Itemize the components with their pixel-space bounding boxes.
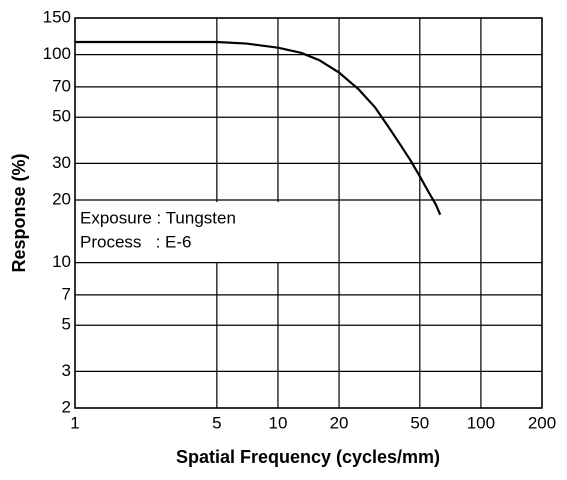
y-tick-label: 5 xyxy=(62,315,71,334)
x-tick-label: 20 xyxy=(330,413,349,432)
x-axis-label: Spatial Frequency (cycles/mm) xyxy=(176,447,440,467)
y-tick-label: 7 xyxy=(62,284,71,303)
annotation-box xyxy=(77,202,302,262)
x-tick-label: 1 xyxy=(70,413,79,432)
line xyxy=(75,40,442,216)
y-tick-label: 30 xyxy=(52,153,71,172)
annotation: Process : E-6 xyxy=(80,232,191,251)
y-tick-label: 20 xyxy=(52,189,71,208)
x-tick-label: 100 xyxy=(467,413,495,432)
x-tick-label: 10 xyxy=(268,413,287,432)
y-tick-label: 10 xyxy=(52,252,71,271)
y-tick-label: 100 xyxy=(43,44,71,63)
y-tick-label: 70 xyxy=(52,76,71,95)
y-tick-label: 150 xyxy=(43,7,71,26)
y-tick-label: 50 xyxy=(52,107,71,126)
y-tick-label: 2 xyxy=(62,397,71,416)
x-tick-label: 5 xyxy=(212,413,221,432)
x-tick-label: 200 xyxy=(528,413,556,432)
annotation: Exposure : Tungsten xyxy=(80,208,236,227)
y-axis-label: Response (%) xyxy=(9,153,29,272)
x-tick-label: 50 xyxy=(410,413,429,432)
y-tick-label: 3 xyxy=(62,361,71,380)
